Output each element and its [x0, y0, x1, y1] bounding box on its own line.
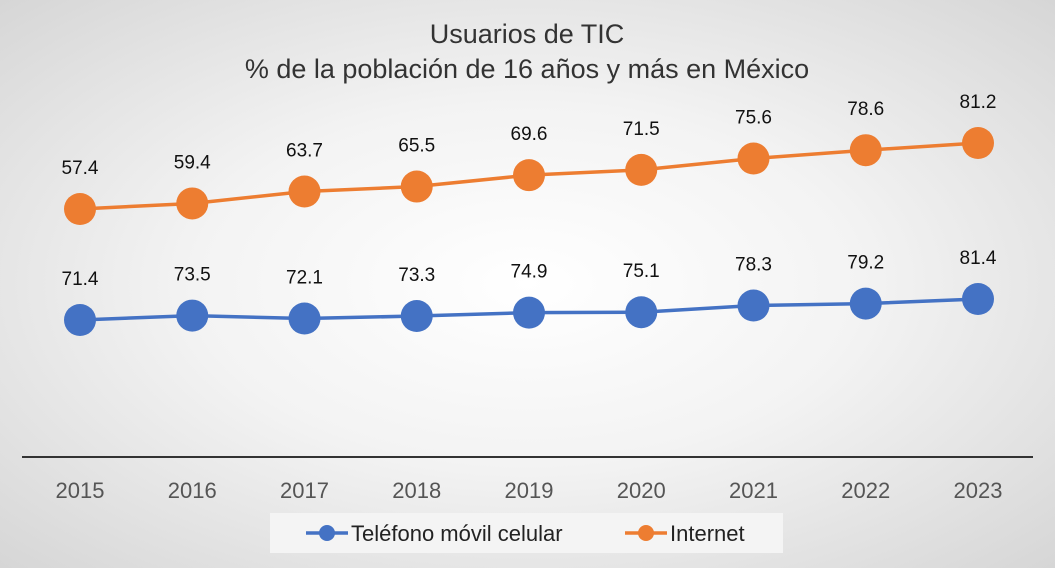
x-tick-label: 2019	[505, 478, 554, 503]
data-point	[737, 289, 770, 322]
data-point	[513, 296, 545, 329]
data-label: 75.6	[735, 108, 772, 129]
data-label: 59.4	[174, 152, 211, 173]
x-tick-label: 2021	[729, 478, 778, 503]
data-label: 63.7	[286, 141, 323, 162]
legend-item: Internet	[625, 521, 745, 546]
data-label: 74.9	[511, 262, 548, 283]
x-tick-labels: 2015 2016 2017 2018 2019 2020 2021 2022 2023	[56, 478, 1003, 503]
legend-label: Internet	[670, 521, 745, 546]
data-point	[962, 283, 994, 315]
data-label: 72.1	[286, 268, 323, 289]
data-point	[176, 187, 209, 220]
data-point	[64, 193, 96, 225]
legend-dot-marker	[319, 525, 335, 541]
legend-background	[270, 513, 783, 553]
legend-dot-marker	[638, 525, 654, 541]
legend-item: Teléfono móvil celular	[306, 521, 563, 546]
data-point	[737, 142, 770, 175]
x-tick-label: 2020	[617, 478, 666, 503]
chart-subtitle: % de la población de 16 años y más en Mé…	[245, 54, 809, 84]
data-label: 78.3	[735, 255, 772, 276]
data-point	[64, 304, 96, 336]
data-point	[288, 302, 321, 335]
data-label: 73.5	[174, 265, 211, 286]
data-label: 71.5	[623, 119, 660, 140]
x-tick-label: 2022	[841, 478, 890, 503]
x-tick-label: 2017	[280, 478, 329, 503]
data-point	[288, 175, 321, 208]
data-point	[400, 300, 433, 333]
data-point	[849, 287, 882, 320]
series-layer: 71.4 73.5 72.1 73.3 74.9 75.1 78.3 79.2 81.4 57.4…	[62, 92, 997, 336]
data-label: 57.4	[62, 158, 99, 179]
data-label: 78.6	[847, 99, 884, 120]
x-tick-label: 2015	[56, 478, 105, 503]
chart-title: Usuarios de TIC	[430, 19, 625, 49]
data-point	[625, 296, 658, 329]
series-internet: 57.4 59.4 63.7 65.5 69.6 71.5 75.6 78.6 81.2	[62, 92, 997, 225]
data-label: 81.4	[960, 248, 997, 269]
data-label: 73.3	[398, 265, 435, 286]
data-label: 75.1	[623, 261, 660, 282]
data-point	[849, 134, 882, 167]
legend-label: Teléfono móvil celular	[351, 521, 563, 546]
data-label: 69.6	[511, 124, 548, 145]
data-point	[176, 299, 209, 332]
x-tick-label: 2018	[392, 478, 441, 503]
data-label: 81.2	[960, 92, 997, 113]
legend: Teléfono móvil celular Internet	[270, 513, 783, 553]
data-label: 71.4	[62, 269, 99, 290]
data-point	[962, 127, 994, 159]
data-label: 65.5	[398, 136, 435, 157]
data-point	[400, 170, 433, 203]
data-label: 79.2	[847, 253, 884, 274]
x-tick-label: 2023	[954, 478, 1003, 503]
x-tick-label: 2016	[168, 478, 217, 503]
data-point	[513, 159, 545, 192]
series-telefono: 71.4 73.5 72.1 73.3 74.9 75.1 78.3 79.2 81.4	[62, 248, 997, 336]
data-point	[625, 153, 658, 186]
